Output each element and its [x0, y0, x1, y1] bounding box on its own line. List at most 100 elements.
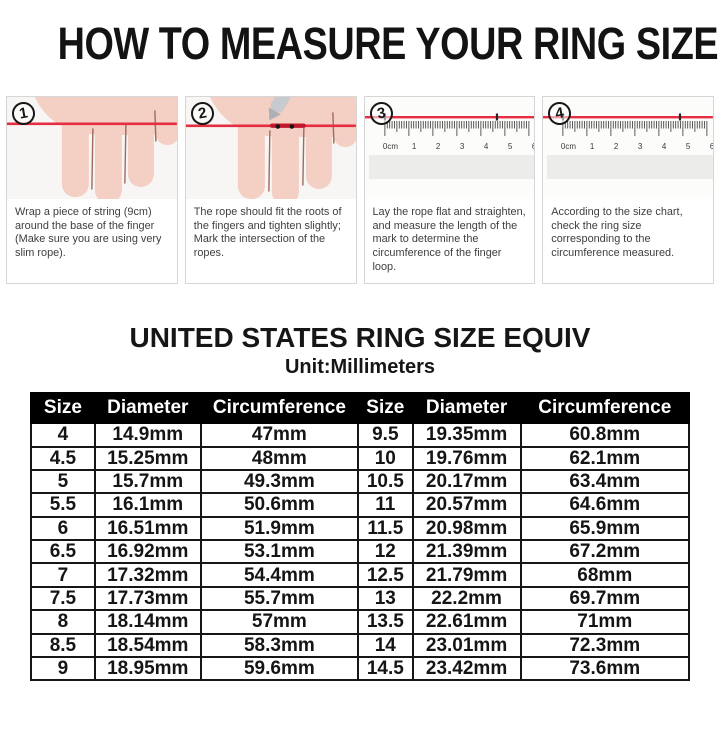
svg-text:1: 1 — [411, 142, 416, 151]
column-header-circumference-left: Circumference — [199, 392, 360, 425]
svg-text:4: 4 — [662, 142, 667, 151]
table-cell: 53.1mm — [199, 539, 360, 565]
step-3-photo: 0cm 1 2 3 4 5 6 3 — [364, 97, 535, 199]
ruler-ticks — [383, 121, 529, 136]
table-cell: 73.6mm — [519, 656, 691, 682]
marker-pen-icon — [268, 97, 305, 121]
table-cell: 51.9mm — [199, 515, 360, 542]
column-header-diameter-left: Diameter — [93, 392, 202, 425]
table-cell: 69.7mm — [519, 585, 691, 612]
table-cell: 6 — [30, 515, 96, 542]
table-cell: 4.5 — [30, 445, 96, 471]
table-cell: 65.9mm — [519, 515, 691, 542]
table-cell: 20.98mm — [411, 515, 522, 542]
table-cell: 17.73mm — [93, 585, 202, 612]
table-cell: 63.4mm — [519, 468, 691, 495]
page-title: HOW TO MEASURE YOUR RING SIZE — [57, 18, 719, 69]
ruler-ticks — [562, 121, 708, 136]
step-2-photo: 2 — [185, 97, 356, 199]
ruler-labels: 0cm 1 2 3 4 5 6 — [382, 142, 534, 151]
svg-text:6: 6 — [531, 142, 534, 151]
table-cell: 13.5 — [357, 609, 414, 635]
table-cell: 10.5 — [357, 468, 414, 495]
table-cell: 8.5 — [30, 632, 96, 659]
table-body: 4 14.9mm 47mm 9.5 19.35mm 60.8mm 4.5 15.25mm 48m… — [30, 422, 691, 682]
table-cell: 15.25mm — [93, 445, 202, 471]
table-cell: 59.6mm — [199, 656, 360, 682]
table-cell: 4 — [30, 422, 96, 448]
svg-text:5: 5 — [507, 142, 512, 151]
table-row: 4 14.9mm 47mm 9.5 19.35mm 60.8mm — [30, 422, 691, 448]
table-cell: 7 — [30, 562, 96, 588]
table-cell: 68mm — [519, 562, 691, 588]
steps-row: 1 Wrap a piece of string (9cm) around th… — [6, 96, 714, 285]
step-description: The rope should fit the roots of the fin… — [193, 206, 342, 259]
hand-with-string-illustration — [7, 97, 177, 199]
table-row: 5 15.7mm 49.3mm 10.5 20.17mm 63.4mm — [30, 468, 691, 495]
table-cell: 8 — [30, 609, 96, 635]
table-cell: 14 — [357, 632, 414, 659]
table-cell: 5 — [30, 468, 96, 495]
table-row: 9 18.95mm 59.6mm 14.5 23.42mm 73.6mm — [30, 656, 691, 682]
step-number: 3 — [375, 104, 387, 123]
table-cell: 54.4mm — [199, 562, 360, 588]
table-cell: 19.76mm — [411, 445, 522, 471]
svg-text:3: 3 — [459, 142, 464, 151]
table-cell: 49.3mm — [199, 468, 360, 495]
ruler-labels: 0cm 1 2 3 4 5 6 — [561, 142, 713, 151]
svg-text:5: 5 — [686, 142, 691, 151]
table-cell: 7.5 — [30, 585, 96, 612]
step-description: Lay the rope flat and straighten, and me… — [372, 206, 526, 273]
table-cell: 67.2mm — [519, 539, 691, 565]
svg-text:2: 2 — [435, 142, 440, 151]
table-cell: 71mm — [519, 609, 691, 635]
size-chart-subtitle: Unit:Millimeters — [284, 356, 436, 379]
table-cell: 17.32mm — [93, 562, 202, 588]
table-cell: 9.5 — [357, 422, 414, 448]
table-cell: 64.6mm — [519, 492, 691, 518]
table-cell: 62.1mm — [519, 445, 691, 471]
svg-text:4: 4 — [483, 142, 488, 151]
table-cell: 55.7mm — [199, 585, 360, 612]
table-cell: 18.95mm — [93, 656, 202, 682]
table-cell: 18.14mm — [93, 609, 202, 635]
table-cell: 50.6mm — [199, 492, 360, 518]
table-row: 8.5 18.54mm 58.3mm 14 23.01mm 72.3mm — [30, 632, 691, 659]
table-cell: 57mm — [199, 609, 360, 635]
svg-text:1: 1 — [590, 142, 595, 151]
step-4-photo: 0cm 1 2 3 4 5 6 4 — [543, 97, 713, 199]
step-1-photo: 1 — [7, 97, 177, 199]
table-row: 8 18.14mm 57mm 13.5 22.61mm 71mm — [30, 609, 691, 635]
table-cell: 23.01mm — [411, 632, 522, 659]
step-number: 2 — [196, 104, 208, 123]
table-cell: 13 — [357, 585, 414, 612]
table-row: 7.5 17.73mm 55.7mm 13 22.2mm 69.7mm — [30, 585, 691, 612]
step-number: 1 — [17, 104, 30, 123]
step-description: Wrap a piece of string (9cm) around the … — [15, 206, 162, 259]
step-description: According to the size chart, check the r… — [551, 206, 683, 259]
step-panel-2: 2 The rope should fit the roots of the f… — [184, 96, 357, 285]
step-number: 4 — [554, 104, 566, 123]
table-cell: 11 — [357, 492, 414, 518]
ring-size-table: Size Diameter Circumference Size Diamete… — [30, 392, 691, 682]
table-header-row: Size Diameter Circumference Size Diamete… — [30, 392, 691, 425]
table-cell: 12.5 — [357, 562, 414, 588]
step-panel-1: 1 Wrap a piece of string (9cm) around th… — [6, 96, 178, 285]
table-cell: 12 — [357, 539, 414, 565]
step-panel-3: 0cm 1 2 3 4 5 6 3 Lay the rope flat and straig… — [363, 96, 536, 285]
column-header-diameter-right: Diameter — [411, 392, 522, 425]
table-cell: 19.35mm — [411, 422, 522, 448]
table-cell: 11.5 — [357, 515, 414, 542]
table-cell: 10 — [357, 445, 414, 471]
table-cell: 22.2mm — [411, 585, 522, 612]
table-row: 6 16.51mm 51.9mm 11.5 20.98mm 65.9mm — [30, 515, 691, 542]
table-cell: 5.5 — [30, 492, 96, 518]
table-cell: 16.92mm — [93, 539, 202, 565]
table-cell: 14.9mm — [93, 422, 202, 448]
table-cell: 16.51mm — [93, 515, 202, 542]
column-header-circumference-right: Circumference — [519, 392, 691, 425]
table-cell: 20.17mm — [411, 468, 522, 495]
ring-size-guide: HOW TO MEASURE YOUR RING SIZE — [0, 18, 720, 682]
svg-text:0cm: 0cm — [382, 142, 397, 151]
table-row: 5.5 16.1mm 50.6mm 11 20.57mm 64.6mm — [30, 492, 691, 518]
